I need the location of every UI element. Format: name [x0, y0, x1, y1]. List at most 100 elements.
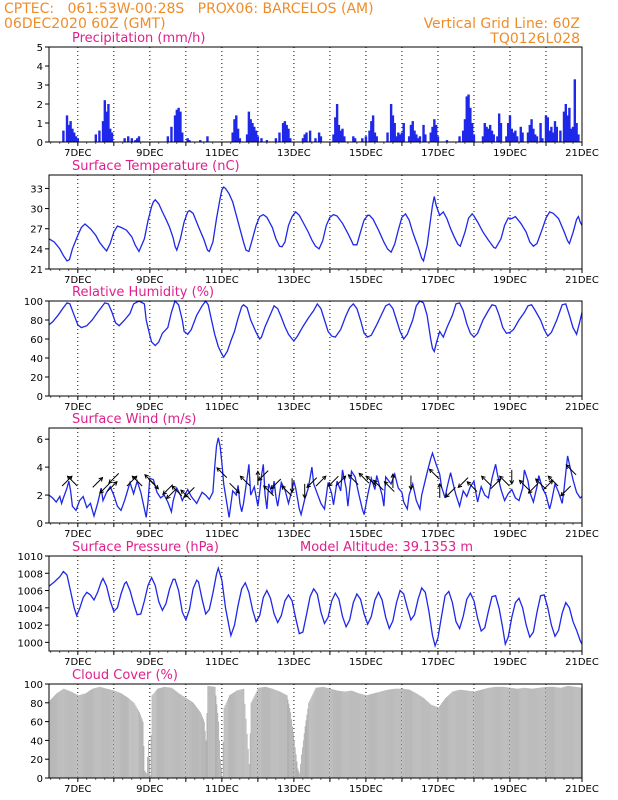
cloud-cover-bar [178, 693, 180, 778]
cloud-cover-bar [91, 689, 92, 778]
pressure-xtick-label: 7DEC [64, 657, 91, 668]
cloud-cover-bar [66, 689, 68, 778]
cloud-cover-bar [402, 688, 404, 778]
cloud-cover-bar [401, 688, 403, 778]
cloud-cover-bar [306, 714, 308, 778]
cloud-cover-bar [218, 721, 220, 778]
cloud-cover-bar [223, 707, 225, 778]
cloud-cover-bar [399, 688, 401, 778]
pressure-frame [48, 555, 583, 652]
cloud-cover-bar [286, 695, 288, 778]
precipitation-bar [274, 138, 278, 142]
cloud-cover-bar [101, 687, 103, 778]
cloud-cover-bar [58, 692, 60, 778]
cloud-cover-bar [295, 754, 297, 778]
precipitation-bar [231, 132, 234, 142]
cloud-cover-bar [287, 699, 289, 778]
cloud-cover-title: Cloud Cover (%) [72, 668, 178, 683]
precipitation-bar [566, 115, 569, 142]
wind-ytick-label: 2 [37, 491, 43, 502]
precipitation-bar [431, 126, 434, 142]
wind-arrow [239, 475, 251, 487]
cloud-cover-bar [221, 776, 223, 778]
cloud-cover-bar [92, 688, 94, 778]
precipitation-bar [317, 132, 321, 142]
cloud-cover-bar [268, 687, 269, 778]
cloud-cover-bar [504, 687, 506, 778]
cloud-cover-bar [148, 757, 150, 778]
cloud-cover-bar [59, 691, 61, 778]
cloud-cover-bar [185, 698, 187, 778]
precipitation-bar [505, 136, 508, 142]
precipitation-bar [94, 134, 98, 142]
cloud-cover-bar [172, 688, 174, 778]
cloud-cover-bar [241, 689, 243, 778]
wind-arrow [457, 477, 469, 489]
temperature-ytick-label: 24 [30, 245, 43, 256]
cloud-cover-bar [497, 686, 499, 778]
cloud-cover-bar [225, 702, 227, 778]
cloud-cover-bar [77, 695, 79, 778]
cloud-cover-bar [67, 690, 69, 778]
cloud-cover-bar [311, 696, 313, 778]
cloud-cover-bar [377, 692, 379, 778]
cloud-cover-bar [171, 687, 173, 778]
cloud-cover-bar [362, 694, 364, 778]
precipitation-bar [170, 126, 173, 142]
cloud-cover-bar [576, 687, 578, 778]
cloud-cover-bar [435, 706, 437, 778]
cloud-cover-bar [412, 691, 414, 778]
header-grid-note: Vertical Grid Line: 60Z [423, 16, 580, 32]
pressure-xtick-label: 21DEC [565, 657, 599, 668]
cloud-cover-bar [456, 690, 458, 778]
cloud-cover-bar [220, 767, 222, 778]
cloud-cover-bar [474, 691, 476, 778]
cloud-cover-bar [304, 726, 306, 778]
humidity-frame [48, 300, 583, 397]
precipitation-bar [71, 128, 74, 142]
cloud-cover-bar [457, 690, 459, 778]
temperature-panel: Surface Temperature (nC) 21 24 27 30 33 7DEC 9D… [30, 159, 599, 286]
precipitation-bar [546, 117, 549, 142]
cloud-cover-bar [507, 687, 509, 778]
cloud-cover-bar [539, 687, 541, 778]
precipitation-bar [569, 128, 573, 142]
humidity-line [48, 299, 583, 359]
cloud-cover-bar [371, 693, 372, 778]
cloud-cover-bar [56, 693, 58, 778]
cloud-cover-bar [331, 689, 333, 778]
wind-arrow [518, 479, 530, 491]
cloud-cover-bar [534, 688, 536, 778]
precipitation-bar [393, 123, 396, 142]
precipitation-bar [334, 117, 337, 142]
cloud-cover-bar [180, 694, 182, 778]
cloud-cover-bar [274, 689, 276, 778]
cloud-cover-bar [383, 690, 385, 778]
cloud-cover-bar [132, 701, 134, 778]
precipitation-bar [490, 130, 494, 142]
cloud-cover-bar [297, 768, 299, 778]
cloud-cover-bar [324, 687, 326, 778]
precipitation-bar [508, 115, 512, 142]
cloud-cover-bar [416, 693, 418, 778]
precipitation-panel: Precipitation (mm/h) 0 1 2 3 4 5 7DEC 9DEC 11DEC 1… [37, 31, 599, 159]
cloud-cover-bar [363, 694, 365, 778]
cloud-cover-bar [166, 687, 168, 778]
cloud-cover-bar [131, 700, 133, 778]
cloud-cover-bar [578, 687, 580, 778]
precipitation-ytick-label: 3 [37, 81, 43, 92]
cloud-cover-bar [238, 690, 240, 778]
cloud-cover-bar [210, 686, 212, 778]
pressure-xtick-label: 9DEC [136, 657, 163, 668]
cloud-cover-xtick-label: 15DEC [349, 784, 383, 795]
cloud-cover-bar [447, 696, 449, 778]
cloud-cover-bar [50, 699, 51, 778]
cloud-cover-bar [395, 688, 397, 778]
precipitation-bar [407, 136, 411, 142]
precipitation-bar [461, 130, 465, 142]
cloud-cover-bar [212, 686, 214, 778]
cloud-cover-bar [155, 690, 157, 778]
wind-arrow [428, 468, 440, 480]
wind-xtick-label: 21DEC [565, 529, 599, 540]
precipitation-bar [528, 124, 531, 142]
